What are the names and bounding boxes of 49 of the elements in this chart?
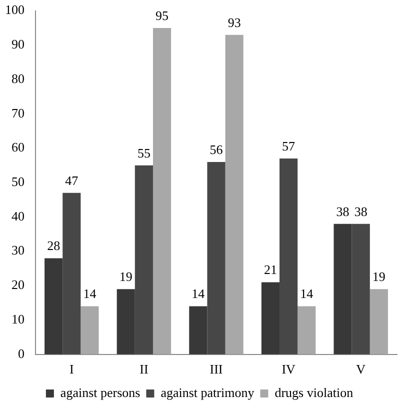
y-tick-label: 40 (12, 208, 24, 224)
y-tick-label: 0 (18, 346, 24, 361)
legend-label: against persons (60, 384, 140, 400)
bar (80, 306, 99, 354)
data-label: 21 (264, 262, 277, 278)
bar (152, 28, 172, 354)
y-tick-label: 70 (12, 105, 24, 120)
bar (116, 289, 135, 354)
data-label: 38 (336, 204, 350, 219)
bar (298, 306, 316, 354)
x-tick-label: III (210, 362, 223, 377)
bar (134, 165, 153, 354)
bar (280, 158, 298, 354)
data-label: 56 (210, 142, 224, 157)
bar (334, 224, 352, 354)
y-tick-label: 90 (12, 36, 24, 52)
y-tick-label: 60 (12, 140, 24, 155)
legend-label: drugs violation (274, 384, 354, 400)
bar (189, 306, 208, 354)
y-tick-label: 80 (12, 70, 24, 86)
data-label: 19 (119, 269, 132, 284)
data-label: 14 (83, 286, 97, 302)
data-label: 95 (156, 8, 169, 23)
bar (370, 289, 388, 354)
x-tick-label: V (356, 362, 366, 377)
data-label: 57 (282, 138, 296, 154)
x-tick-label: I (69, 362, 74, 377)
bar (352, 224, 370, 354)
y-tick-label: 10 (12, 311, 24, 326)
x-tick-label: IV (282, 362, 296, 377)
data-label: 55 (137, 145, 150, 160)
bar (207, 162, 226, 354)
x-tick-label: II (140, 362, 148, 377)
data-label: 38 (354, 204, 368, 219)
data-label: 19 (372, 269, 386, 284)
y-tick-label: 20 (12, 277, 24, 292)
legend-label: against patrimony (160, 384, 255, 400)
data-label: 93 (228, 14, 241, 30)
bar (225, 34, 244, 354)
y-tick-label: 50 (12, 174, 24, 190)
bar (62, 192, 81, 354)
bar (44, 258, 63, 354)
data-label: 47 (65, 172, 79, 188)
data-label: 28 (47, 238, 60, 254)
data-label: 14 (192, 286, 206, 302)
data-label: 14 (300, 286, 314, 302)
bar (261, 282, 280, 354)
y-tick-label: 100 (5, 2, 24, 18)
y-tick-label: 30 (12, 242, 24, 258)
